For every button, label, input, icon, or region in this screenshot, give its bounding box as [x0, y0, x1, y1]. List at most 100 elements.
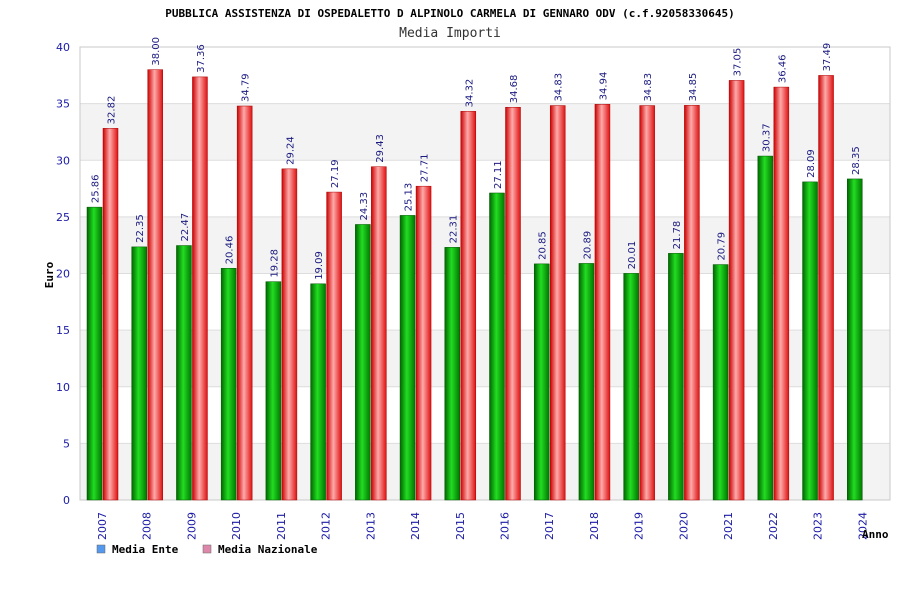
bar-media-nazionale	[326, 191, 342, 501]
legend-label: Media Nazionale	[218, 543, 318, 556]
data-label: 37.05	[733, 48, 744, 77]
x-tick-label: 2023	[812, 512, 825, 540]
bar-media-nazionale	[684, 105, 700, 501]
x-tick-label: 2008	[141, 512, 154, 540]
y-tick-label: 40	[56, 41, 70, 54]
data-label: 22.47	[180, 213, 191, 242]
x-tick-label: 2012	[320, 512, 333, 540]
data-label: 29.24	[285, 136, 296, 165]
bar-media-nazionale	[236, 105, 253, 501]
x-tick-label: 2011	[275, 512, 288, 540]
y-tick-label: 15	[56, 324, 70, 337]
data-label: 22.31	[448, 215, 459, 244]
data-label: 25.86	[91, 174, 102, 203]
x-tick-label: 2021	[722, 512, 735, 540]
y-tick-label: 20	[56, 268, 70, 281]
y-tick-label: 10	[56, 381, 70, 394]
bar-media-ente	[444, 247, 461, 501]
data-label: 30.37	[761, 123, 772, 152]
data-label: 34.79	[241, 73, 252, 102]
bar-media-ente	[399, 215, 416, 501]
bar-media-nazionale	[415, 185, 432, 501]
data-label: 28.09	[806, 149, 817, 178]
bar-media-ente	[310, 283, 326, 501]
x-tick-label: 2007	[96, 512, 109, 540]
data-label: 24.33	[359, 192, 370, 221]
data-label: 29.43	[375, 134, 386, 163]
x-tick-label: 2018	[588, 512, 601, 540]
bar-media-ente	[86, 206, 103, 501]
x-tick-label: 2022	[767, 512, 780, 540]
x-tick-label: 2013	[364, 512, 377, 540]
data-label: 20.46	[225, 236, 236, 265]
y-tick-label: 30	[56, 154, 70, 167]
data-label: 20.79	[717, 232, 728, 261]
bar-media-ente	[489, 192, 505, 501]
chart-title: PUBBLICA ASSISTENZA DI OSPEDALETTO D ALP…	[165, 7, 735, 20]
data-label: 32.82	[107, 96, 118, 125]
bar-media-nazionale	[818, 75, 834, 501]
grid-band	[80, 103, 890, 161]
data-label: 28.35	[851, 146, 862, 175]
bar-media-ente	[265, 281, 282, 501]
bar-media-ente	[533, 263, 550, 501]
bar-media-nazionale	[102, 128, 119, 501]
bar-media-nazionale	[549, 105, 566, 501]
y-tick-label: 35	[56, 98, 70, 111]
data-label: 27.19	[330, 159, 341, 188]
y-tick-label: 25	[56, 211, 70, 224]
y-axis-title: Euro	[43, 261, 56, 288]
data-label: 37.36	[196, 44, 207, 73]
data-labels: 25.86 32.82 22.35 38.00 22.47 37.36 20.46 34.79…	[91, 37, 862, 280]
x-tick-label: 2015	[454, 512, 467, 540]
grid-band	[80, 47, 890, 104]
bar-media-ente	[847, 178, 863, 501]
bar-media-ente	[176, 245, 192, 501]
data-label: 34.83	[643, 73, 654, 102]
x-tick-label: 2010	[230, 512, 243, 540]
bar-media-ente	[623, 273, 639, 501]
data-label: 34.94	[598, 72, 609, 101]
grid-band	[80, 160, 890, 217]
data-label: 19.09	[314, 251, 325, 280]
x-tick-label: 2024	[856, 512, 869, 540]
bar-media-nazionale	[594, 104, 611, 501]
bar-media-nazionale	[639, 105, 655, 501]
data-label: 34.32	[464, 79, 475, 108]
grid-band	[80, 273, 890, 331]
legend-label: Media Ente	[112, 543, 179, 556]
grid-band	[80, 216, 890, 274]
legend-swatch	[96, 544, 106, 554]
bar-media-nazionale	[773, 86, 790, 501]
y-axis-ticks: 0 5 10 15 20 25 30 35 40	[56, 41, 70, 507]
x-tick-label: 2009	[185, 512, 198, 540]
bars	[86, 69, 863, 501]
data-label: 27.71	[420, 154, 431, 183]
x-tick-label: 2019	[633, 512, 646, 540]
bar-media-ente	[355, 224, 371, 501]
bar-media-nazionale	[460, 111, 477, 501]
data-label: 25.13	[404, 183, 415, 212]
bar-media-nazionale	[505, 106, 521, 501]
x-tick-label: 2014	[409, 512, 422, 540]
bar-media-ente	[220, 268, 237, 501]
bar-media-nazionale	[371, 166, 387, 501]
data-label: 19.28	[269, 249, 280, 278]
data-label: 38.00	[151, 37, 162, 66]
bar-media-ente	[578, 263, 595, 501]
x-tick-label: 2017	[543, 512, 556, 540]
bar-media-ente	[131, 246, 147, 501]
y-tick-label: 0	[63, 494, 70, 507]
bar-media-nazionale	[728, 80, 745, 501]
chart-subtitle: Media Importi	[399, 26, 501, 41]
bar-media-ente	[802, 181, 818, 501]
grid-band	[80, 443, 890, 500]
legend-swatch	[202, 544, 212, 554]
data-label: 36.46	[777, 54, 788, 83]
x-axis-title: Anno	[862, 528, 889, 541]
grid-band	[80, 330, 890, 387]
data-label: 20.89	[582, 231, 593, 260]
data-label: 22.35	[135, 214, 146, 243]
